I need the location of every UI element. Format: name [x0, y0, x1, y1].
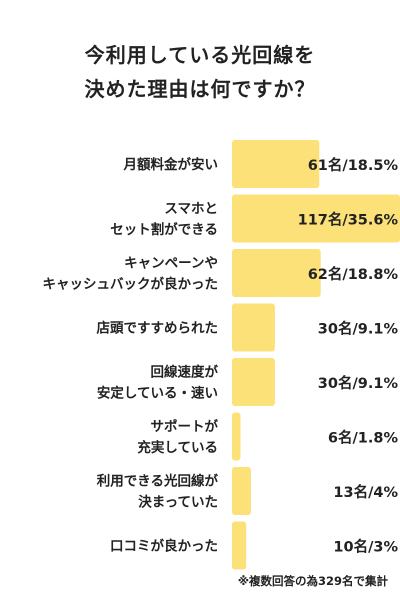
category-label: キャッシュバックが良かった: [43, 276, 219, 293]
category-label: 回線速度が: [151, 364, 219, 381]
bar: [232, 249, 321, 297]
value-label: 62名/18.8%: [308, 265, 399, 283]
value-label: 13名/4%: [333, 483, 398, 501]
footnote: ※複数回答の為329名で集計: [237, 574, 388, 588]
category-label: 充実している: [137, 439, 218, 456]
bar: [232, 358, 275, 406]
value-label: 30名/9.1%: [318, 320, 399, 338]
value-label: 6名/1.8%: [328, 429, 399, 447]
value-label: 61名/18.5%: [308, 156, 399, 174]
chart-title-line-2: 決めた理由は何ですか？: [84, 77, 316, 101]
category-label: キャンペーンや: [124, 256, 218, 272]
category-label: 店頭ですすめられた: [97, 320, 219, 337]
category-label: 安定している・速い: [97, 385, 218, 402]
category-label: 利用できる光回線が: [97, 473, 219, 490]
value-label: 10名/3%: [333, 538, 398, 556]
value-label: 30名/9.1%: [318, 374, 399, 392]
value-label: 117名/35.6%: [298, 211, 399, 229]
category-label: 月額料金が安い: [123, 156, 219, 173]
chart-title: 今利用している光回線を 決めた理由は何ですか？: [0, 38, 400, 106]
category-label: 決まっていた: [138, 494, 218, 511]
bar: [232, 140, 320, 188]
chart-title-line-1: 今利用している光回線を: [84, 43, 316, 67]
category-label: セット割ができる: [110, 221, 218, 238]
bar: [232, 521, 247, 570]
category-label: スマホと: [164, 201, 218, 217]
bar: [232, 412, 241, 461]
category-label: サポートが: [151, 418, 219, 435]
bar: [232, 194, 400, 243]
category-label: 口コミが良かった: [110, 538, 218, 555]
bar: [232, 303, 275, 352]
bar: [232, 467, 251, 515]
